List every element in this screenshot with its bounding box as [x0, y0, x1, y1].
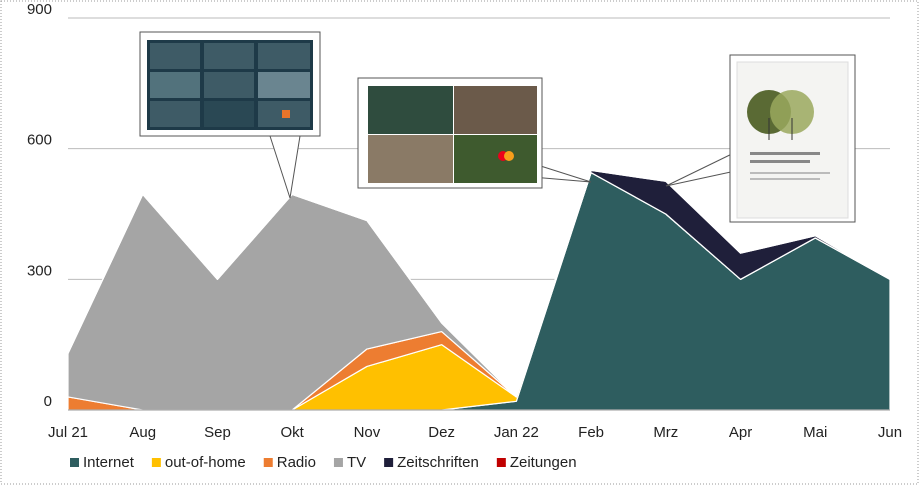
legend-label: Zeitungen: [510, 454, 577, 471]
x-tick-label: Nov: [354, 424, 381, 441]
x-tick-label: Feb: [578, 424, 604, 441]
legend-swatch: [384, 458, 393, 467]
x-tick-label: Dez: [428, 424, 455, 441]
poster-text: [750, 160, 810, 163]
legend-swatch: [152, 458, 161, 467]
thumbnail-tiles: [150, 43, 310, 127]
x-tick-label: Sep: [204, 424, 231, 441]
legend-label: TV: [347, 454, 366, 471]
legend-swatch: [264, 458, 273, 467]
y-tick-label: 300: [27, 262, 52, 279]
legend-label: Zeitschriften: [397, 454, 479, 471]
x-tick-label: Aug: [129, 424, 156, 441]
x-tick-label: Mrz: [653, 424, 678, 441]
x-tick-label: Jan 22: [494, 424, 539, 441]
y-tick-label: 600: [27, 132, 52, 149]
legend-swatch: [497, 458, 506, 467]
x-tick-label: Mai: [803, 424, 827, 441]
thumbnail: [454, 135, 537, 183]
thumbnail: [454, 86, 537, 134]
x-tick-label: Apr: [729, 424, 752, 441]
logo: [504, 151, 514, 161]
poster-text: [750, 172, 830, 174]
x-tick-label: Jul 21: [48, 424, 88, 441]
poster-text: [750, 152, 820, 155]
thumbnail: [368, 86, 453, 134]
y-tick-label: 900: [27, 1, 52, 18]
x-tick-label: Okt: [281, 424, 305, 441]
x-tick-label: Jun: [878, 424, 902, 441]
chart: 0 300 600 900 Jul 21 Aug Sep Okt Nov Dez Jan 22 Feb…: [0, 0, 920, 486]
legend-label: Internet: [83, 454, 135, 471]
y-tick-label: 0: [44, 393, 52, 410]
legend-label: Radio: [277, 454, 316, 471]
legend-label: out-of-home: [165, 454, 246, 471]
legend-swatch: [70, 458, 79, 467]
poster-text: [750, 178, 820, 180]
legend-swatch: [334, 458, 343, 467]
thumbnail: [368, 135, 453, 183]
